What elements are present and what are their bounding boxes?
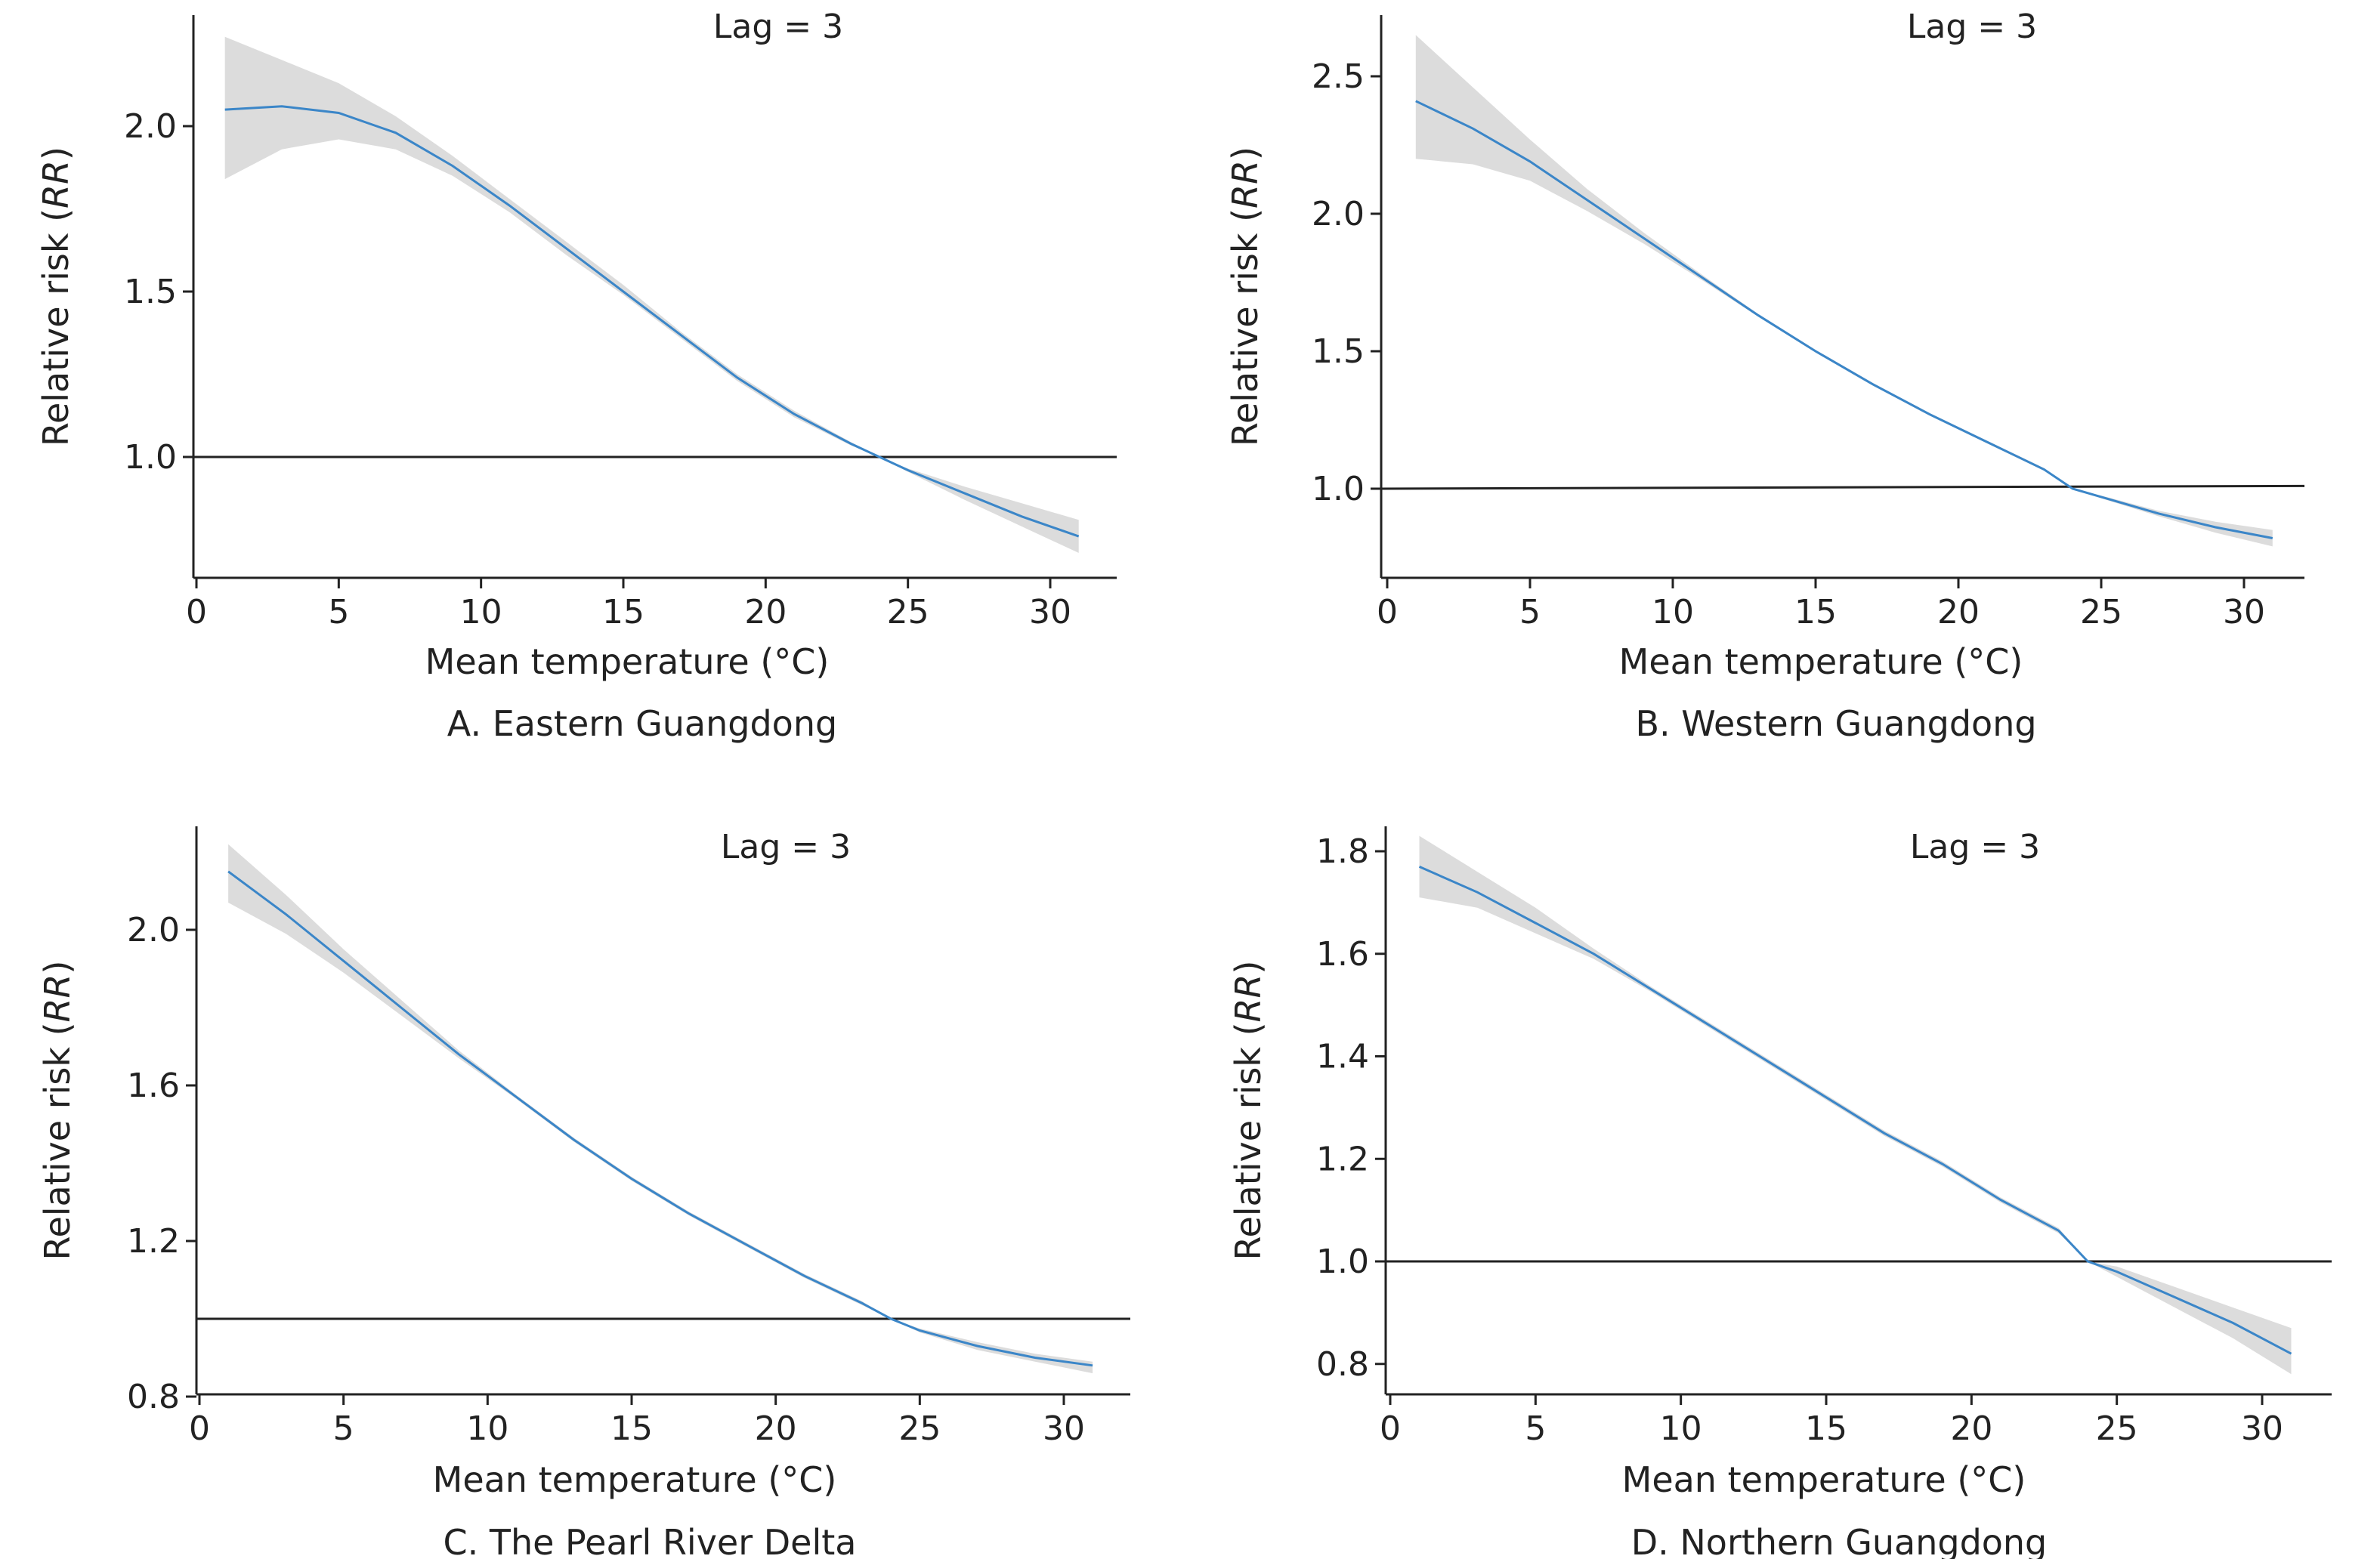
x-tick-label: 0 (189, 1409, 210, 1448)
rr-curve (224, 105, 1080, 538)
y-tick-label: 1.0 (1316, 1243, 1369, 1281)
reference-line (1380, 484, 2305, 490)
x-tick-label: 10 (1652, 593, 1694, 631)
y-tick-label: 1.6 (1316, 935, 1369, 974)
panel-caption: D. Northern Guangdong (1631, 1522, 2048, 1559)
x-tick-label: 10 (1660, 1409, 1702, 1448)
y-tick-label: 0.8 (1316, 1345, 1369, 1384)
x-tick-label: 30 (1043, 1409, 1085, 1448)
panel-c: 0 5 10 15 20 25 30 0.8 1.2 1.6 2.0 Lag = 3 Mean temp… (37, 826, 1130, 1559)
panel-caption: A. Eastern Guangdong (447, 703, 837, 744)
x-axis-title: Mean temperature (°C) (1622, 1459, 2026, 1500)
rr-curve (227, 870, 1093, 1367)
x-tick-label: 25 (2096, 1409, 2138, 1448)
x-tick-label: 25 (898, 1409, 941, 1448)
x-tick-label: 0 (1380, 1409, 1401, 1448)
y-axis-title: Relative risk (RR) (36, 147, 76, 446)
lag-annotation: Lag = 3 (721, 828, 851, 866)
confidence-band (228, 844, 1093, 1374)
y-tick-label: 2.0 (124, 107, 177, 146)
x-tick-label: 5 (1519, 593, 1541, 631)
x-tick-label: 10 (466, 1409, 508, 1448)
x-tick-label: 0 (1377, 593, 1398, 631)
panel-b: 0 5 10 15 20 25 30 1.0 1.5 2.0 2.5 Lag = 3 Mean temp… (1225, 8, 2305, 744)
panel-a: 0 5 10 15 20 25 30 1.0 1.5 2.0 Lag = 3 Mean tempera… (36, 8, 1117, 744)
x-tick-label: 5 (1525, 1409, 1546, 1448)
y-axis-title: Relative risk (RR) (1225, 147, 1266, 446)
rr-curve (1418, 866, 2292, 1355)
x-tick-label: 5 (333, 1409, 354, 1448)
y-tick-label: 1.4 (1316, 1038, 1369, 1076)
x-tick-label: 30 (2223, 593, 2265, 631)
confidence-band (224, 36, 1079, 553)
x-tick-label: 20 (744, 593, 787, 631)
x-tick-label: 25 (887, 593, 929, 631)
x-tick-label: 30 (2241, 1409, 2283, 1448)
y-tick-label: 1.6 (127, 1067, 180, 1105)
y-tick-label: 1.0 (1312, 470, 1365, 508)
y-tick-label: 1.2 (127, 1222, 180, 1261)
x-tick-label: 10 (460, 593, 502, 631)
y-tick-label: 1.5 (124, 273, 177, 311)
x-tick-label: 15 (610, 1409, 653, 1448)
x-tick-label: 15 (602, 593, 644, 631)
y-tick-label: 1.2 (1316, 1140, 1369, 1178)
y-axis-title: Relative risk (RR) (1228, 961, 1269, 1261)
lag-annotation: Lag = 3 (1907, 8, 2037, 46)
x-tick-label: 20 (1950, 1409, 1992, 1448)
y-tick-label: 2.5 (1312, 57, 1365, 96)
confidence-band (1419, 835, 2292, 1375)
y-tick-label: 1.8 (1316, 832, 1369, 871)
x-tick-label: 20 (1937, 593, 1980, 631)
x-tick-label: 5 (328, 593, 349, 631)
x-axis-title: Mean temperature (°C) (425, 641, 830, 682)
panel-d: 0 5 10 15 20 25 30 0.8 1.0 1.2 1.4 1.6 1.8 Lag = 3 Mea… (1228, 826, 2332, 1559)
x-tick-label: 15 (1794, 593, 1837, 631)
panel-caption: C. The Pearl River Delta (444, 1522, 857, 1559)
x-axis-title: Mean temperature (°C) (1619, 641, 2023, 682)
x-tick-label: 30 (1029, 593, 1071, 631)
lag-annotation: Lag = 3 (1910, 828, 2040, 866)
y-tick-label: 0.8 (127, 1378, 180, 1416)
lag-annotation: Lag = 3 (713, 8, 843, 46)
y-tick-label: 1.5 (1312, 332, 1365, 371)
x-tick-label: 0 (186, 593, 207, 631)
x-axis-title: Mean temperature (°C) (433, 1459, 837, 1500)
y-axis-title: Relative risk (RR) (37, 961, 78, 1261)
x-tick-label: 25 (2080, 593, 2122, 631)
rr-curve (1415, 100, 2273, 539)
panel-caption: B. Western Guangdong (1635, 703, 2036, 744)
confidence-band (1415, 35, 2273, 547)
y-tick-label: 2.0 (1312, 195, 1365, 233)
y-tick-label: 2.0 (127, 911, 180, 949)
x-tick-label: 15 (1805, 1409, 1847, 1448)
y-tick-label: 1.0 (124, 438, 177, 477)
x-tick-label: 20 (755, 1409, 797, 1448)
